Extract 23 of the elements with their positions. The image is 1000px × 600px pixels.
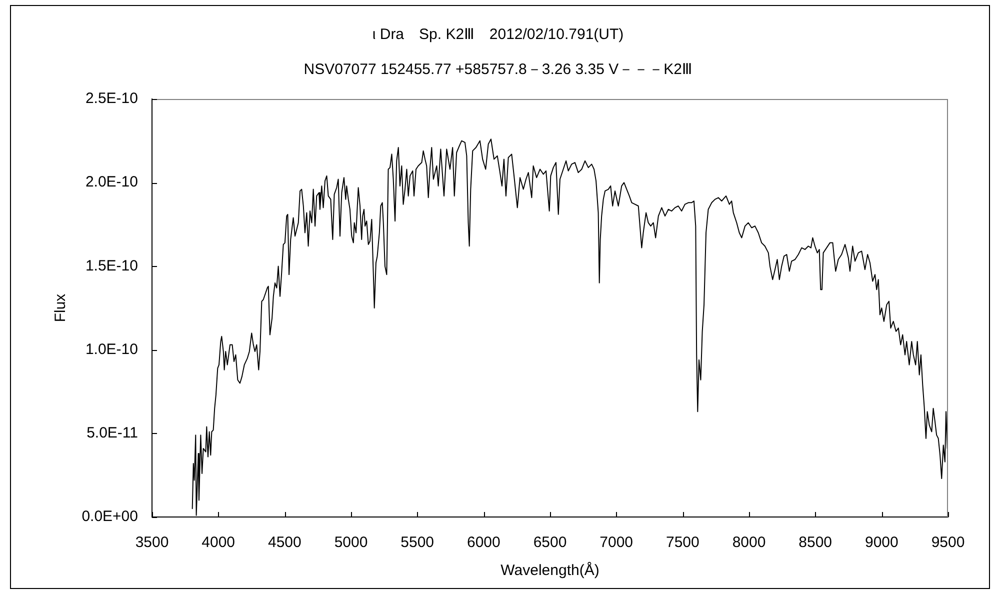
x-tick-label: 9000 xyxy=(864,534,898,552)
x-tick-label: 7000 xyxy=(600,534,634,552)
y-tick-label: 1.0E-10 xyxy=(85,340,138,358)
x-axis-title: Wavelength(Å) xyxy=(500,561,600,580)
x-tick-label: 9500 xyxy=(931,534,965,552)
y-tick-label: 5.0E-11 xyxy=(86,424,138,442)
x-tick-label: 6500 xyxy=(533,534,567,552)
y-axis-title: Flux xyxy=(52,293,70,322)
x-tick-label: 8000 xyxy=(732,534,766,552)
y-tick-label: 2.0E-10 xyxy=(85,174,138,191)
x-tick-label: 3500 xyxy=(135,534,169,552)
chart-subtitle: NSV07077 152455.77 +585757.8－3.26 3.35 V－－－K2Ⅲ xyxy=(304,61,692,78)
x-tick-label: 6000 xyxy=(466,534,500,552)
x-tick-label: 5500 xyxy=(400,534,434,552)
x-tick-label: 4000 xyxy=(202,534,236,552)
x-tick-label: 7500 xyxy=(666,534,700,552)
chart-title: ι Dra Sp. K2Ⅲ 2012/02/10.791(UT) xyxy=(372,26,624,44)
x-tick-label: 8500 xyxy=(798,534,832,552)
y-tick-label: 2.5E-10 xyxy=(85,90,138,108)
x-tick-label: 5000 xyxy=(334,534,368,552)
y-tick-label: 0.0E+00 xyxy=(82,508,138,526)
x-tick-label: 4500 xyxy=(268,534,302,552)
y-tick-label: 1.5E-10 xyxy=(85,257,138,274)
